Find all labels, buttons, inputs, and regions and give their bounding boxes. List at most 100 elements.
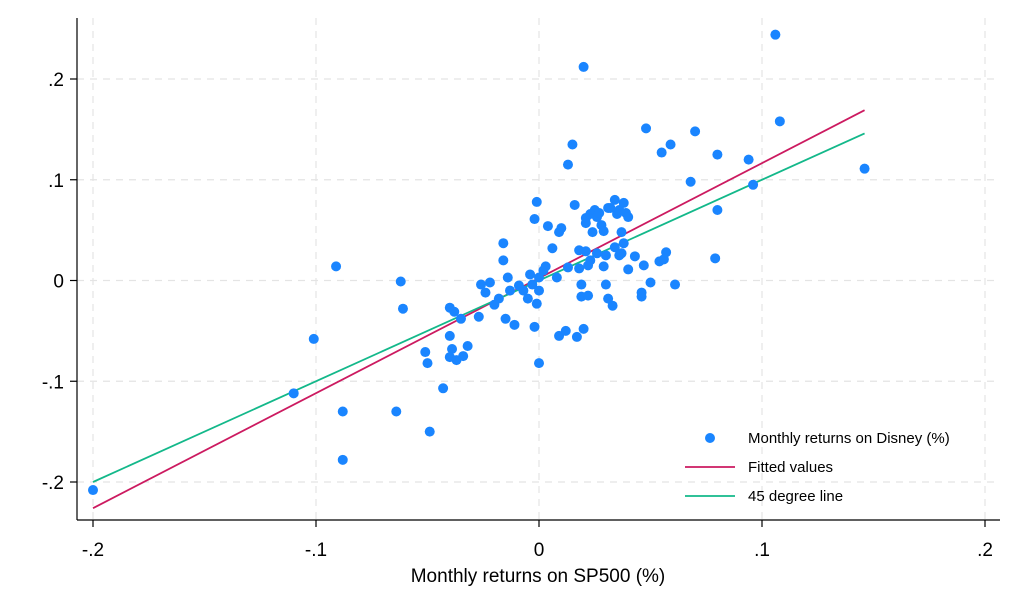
data-point: [529, 321, 540, 332]
data-point: [527, 279, 538, 290]
data-point: [473, 311, 484, 322]
data-point: [594, 207, 605, 218]
data-point: [629, 251, 640, 262]
data-point: [395, 276, 406, 287]
data-point: [609, 242, 620, 253]
data-point: [774, 116, 785, 127]
data-point: [665, 139, 676, 150]
data-point: [458, 351, 469, 362]
data-point: [531, 196, 542, 207]
data-point: [420, 347, 431, 358]
x-axis-ticks: -.2 -.1 0 .1 .2: [82, 520, 993, 561]
data-point: [424, 426, 435, 437]
data-point: [670, 279, 681, 290]
data-point: [556, 223, 567, 234]
data-point: [636, 287, 647, 298]
data-point: [498, 255, 509, 266]
data-point: [616, 227, 627, 238]
data-point: [638, 260, 649, 271]
data-point: [656, 147, 667, 158]
data-point: [685, 176, 696, 187]
data-point: [569, 199, 580, 210]
y-tick-label: -.2: [42, 473, 64, 494]
data-point: [422, 358, 433, 369]
data-point: [712, 149, 723, 160]
y-axis-ticks: -.2 -.1 0 .1 .2: [42, 70, 77, 494]
x-tick-label: .2: [977, 540, 993, 561]
data-point: [547, 243, 558, 254]
data-point: [455, 313, 466, 324]
data-point: [574, 263, 585, 274]
data-point: [288, 388, 299, 399]
45-degree-line-line: [92, 132, 865, 483]
data-point: [449, 306, 460, 317]
legend-label: Fitted values: [748, 459, 833, 476]
data-point: [438, 383, 449, 394]
data-point: [571, 331, 582, 342]
data-point: [748, 179, 759, 190]
data-point: [618, 238, 629, 249]
scatter-points: [88, 29, 870, 496]
data-point: [598, 226, 609, 237]
data-point: [583, 290, 594, 301]
y-tick-label: 0: [53, 272, 64, 293]
data-point: [551, 272, 562, 283]
data-point: [587, 227, 598, 238]
data-point: [578, 61, 589, 72]
data-point: [743, 154, 754, 165]
data-point: [616, 248, 627, 259]
data-point: [447, 344, 458, 355]
data-point: [645, 277, 656, 288]
data-point: [585, 255, 596, 266]
data-point: [598, 261, 609, 272]
data-point: [505, 285, 516, 296]
data-point: [580, 218, 591, 229]
line-series: [92, 109, 865, 509]
data-point: [576, 279, 587, 290]
data-point: [540, 261, 551, 272]
data-point: [542, 221, 553, 232]
data-point: [331, 261, 342, 272]
x-tick-label: .1: [754, 540, 770, 561]
x-tick-label: -.2: [82, 540, 104, 561]
data-point: [661, 247, 672, 258]
data-point: [88, 485, 98, 496]
data-point: [690, 126, 701, 137]
data-point: [509, 319, 520, 330]
data-point: [462, 340, 473, 351]
data-point: [476, 279, 487, 290]
data-point: [498, 238, 509, 249]
data-point: [397, 303, 408, 314]
data-point: [484, 277, 495, 288]
data-point: [500, 313, 511, 324]
data-point: [531, 298, 542, 309]
data-point: [712, 204, 723, 215]
data-point: [534, 358, 544, 369]
data-point: [641, 123, 652, 134]
data-point: [600, 279, 611, 290]
data-point: [560, 325, 571, 336]
data-point: [529, 214, 540, 225]
data-point: [859, 163, 870, 174]
y-tick-label: .2: [48, 70, 64, 91]
legend-marker-scatter: [705, 433, 715, 443]
data-point: [770, 29, 781, 40]
data-point: [609, 194, 620, 205]
fitted-values-line: [92, 109, 865, 509]
legend: Monthly returns on Disney (%) Fitted valu…: [685, 430, 950, 505]
data-point: [605, 202, 616, 213]
data-point: [534, 285, 544, 296]
data-point: [308, 333, 319, 344]
data-point: [578, 323, 589, 334]
data-point: [337, 454, 348, 465]
x-tick-label: -.1: [305, 540, 327, 561]
x-tick-label: 0: [534, 540, 545, 561]
y-tick-label: -.1: [42, 372, 64, 393]
data-point: [391, 406, 402, 417]
legend-label: 45 degree line: [748, 488, 843, 505]
data-point: [600, 250, 611, 261]
y-tick-label: .1: [48, 171, 64, 192]
data-point: [562, 262, 573, 273]
data-point: [518, 285, 529, 296]
